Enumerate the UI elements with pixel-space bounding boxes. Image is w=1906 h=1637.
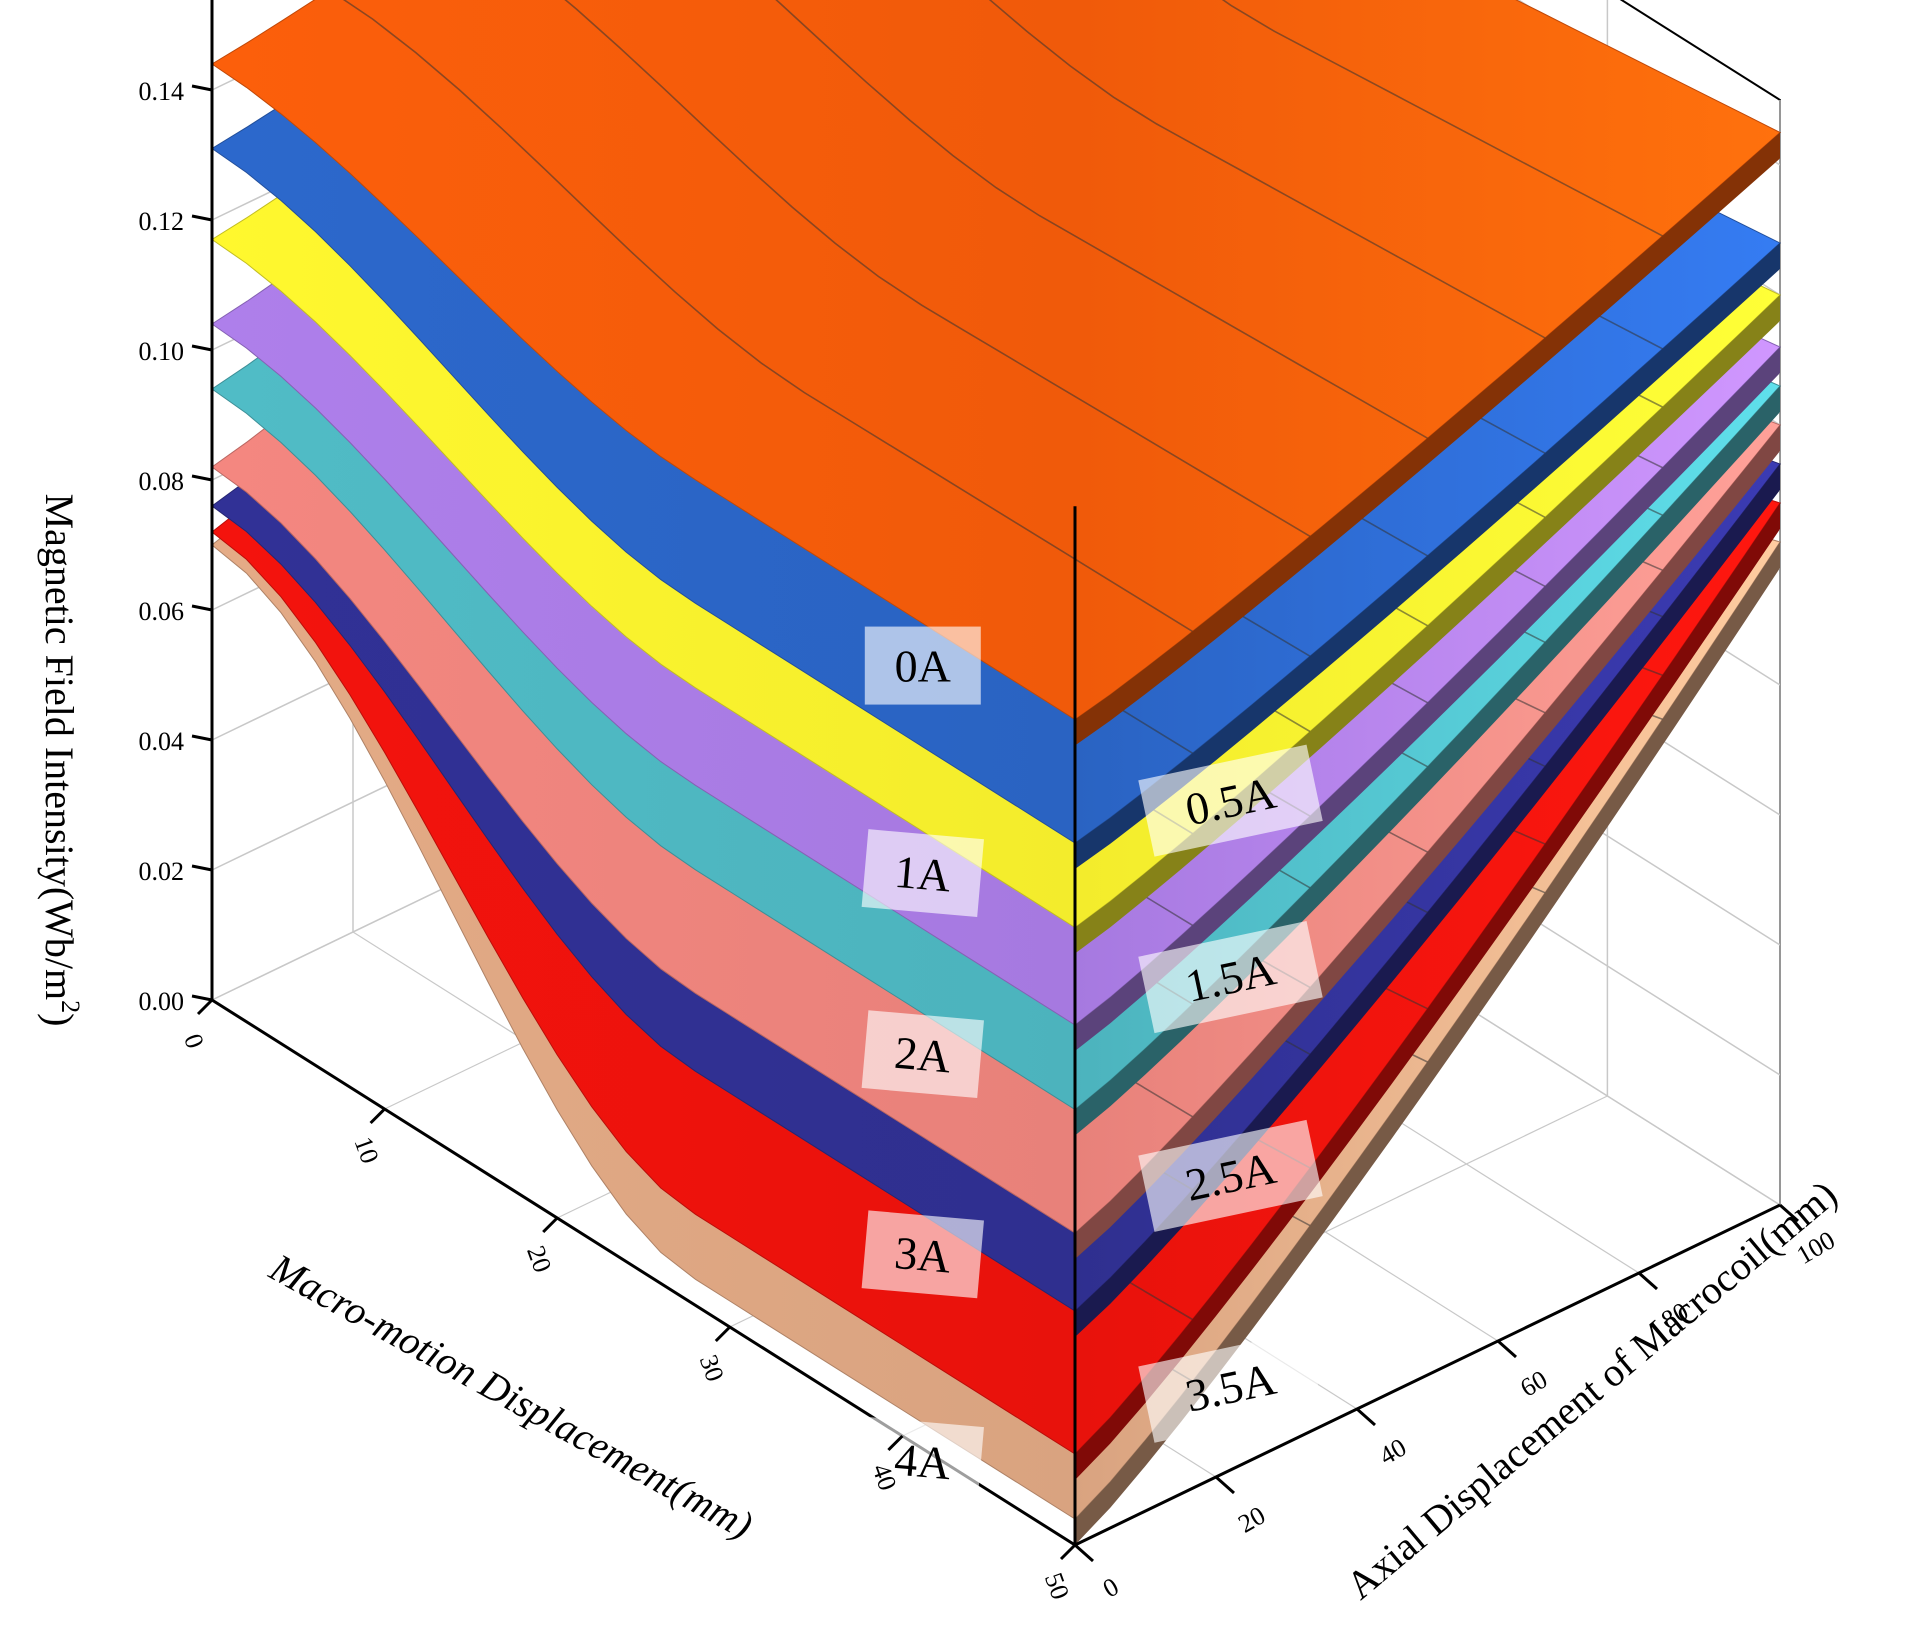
surface-edge xyxy=(1075,347,1780,1051)
surface-label-text: 0A xyxy=(895,641,951,692)
surface-label-3.5A: 3.5A xyxy=(1138,1330,1323,1443)
z-tick-mark xyxy=(191,734,213,742)
surface-label-0.5A: 0.5A xyxy=(1138,744,1323,857)
surface-labels: 0A 0.5A 1A 1.5A 2A 2.5A 3A 3.5A 4A xyxy=(861,626,1323,1505)
y-axis-line xyxy=(1074,1203,1781,1547)
x-tick-mark xyxy=(887,1434,904,1452)
y-tick-mark xyxy=(1356,1407,1376,1427)
z-tick-mark xyxy=(191,994,213,1002)
z-tick-label: 0.06 xyxy=(139,597,185,626)
x-tick-mark xyxy=(1059,1543,1077,1561)
surface-label-0A: 0A xyxy=(864,626,981,705)
z-tick-label: 0.00 xyxy=(139,987,185,1016)
z-tick-mark xyxy=(191,474,213,482)
surface-contour xyxy=(988,0,1546,339)
y-tick-mark xyxy=(1638,1271,1658,1291)
surface-0A xyxy=(211,0,1781,746)
z-tick-label: 0.08 xyxy=(139,467,185,496)
y-tick-label: 40 xyxy=(1374,1433,1411,1471)
x-tick-mark xyxy=(196,998,214,1016)
x-tick-label: 50 xyxy=(1039,1569,1075,1603)
surface-contour xyxy=(342,0,1193,633)
surface-label-text: 2A xyxy=(893,1027,953,1083)
surface-label-box xyxy=(861,1417,984,1505)
surface-label-text: 1A xyxy=(893,846,953,902)
z-tick-label: 0.04 xyxy=(139,727,185,756)
z-tick-label: 0.02 xyxy=(139,857,185,886)
surface-label-box xyxy=(1138,1330,1323,1443)
surface-contour xyxy=(564,0,1311,537)
surface-contour xyxy=(1221,0,1663,237)
y-tick-mark xyxy=(1779,1203,1799,1223)
y-tick-label: 0 xyxy=(1098,1572,1124,1604)
z-tick-label: 0.10 xyxy=(139,337,185,366)
surfaces xyxy=(211,0,1781,1545)
z-tick-label: 0.12 xyxy=(139,207,185,236)
surface-label-4A: 4A xyxy=(861,1417,984,1505)
surface-label-text: 3A xyxy=(893,1227,953,1283)
surface-edge xyxy=(1075,464,1780,1337)
surface-label-box xyxy=(1138,1119,1323,1232)
x-tick-label: 10 xyxy=(349,1133,385,1167)
surface-contour xyxy=(775,0,1428,439)
x-tick-mark xyxy=(714,1325,731,1343)
y-axis-title: Axial Displacement of Macrocoil(mm) xyxy=(1337,1171,1845,1607)
surface-label-1.5A: 1.5A xyxy=(1138,921,1323,1034)
x-axis-title: Macro-motion Displacement(mm) xyxy=(262,1244,760,1548)
z-tick-mark xyxy=(191,604,213,612)
z-tick-mark xyxy=(191,214,213,222)
z-tick-mark xyxy=(191,84,213,92)
y-tick-mark xyxy=(1215,1475,1235,1495)
x-tick-mark xyxy=(369,1107,386,1125)
surface-label-2.5A: 2.5A xyxy=(1138,1119,1323,1232)
surface-edge xyxy=(1075,132,1780,746)
surface-label-box xyxy=(1138,744,1323,857)
surface-label-box xyxy=(861,1010,984,1099)
surface-label-3A: 3A xyxy=(861,1210,984,1299)
x-tick-label: 30 xyxy=(694,1351,730,1385)
x-tick-mark xyxy=(542,1216,559,1234)
surface-label-box xyxy=(861,829,984,917)
surface-label-box xyxy=(1138,921,1323,1034)
surface-label-box xyxy=(864,626,981,705)
surface-label-box xyxy=(861,1210,984,1299)
surface-label-text: 4A xyxy=(893,1434,953,1490)
y-tick-mark xyxy=(1074,1543,1094,1563)
surface-edge xyxy=(1075,542,1780,1545)
z-tick-mark xyxy=(191,344,213,352)
z-axis-title: Magnetic Field Intensity(Wb/m2) xyxy=(37,494,85,1027)
surface-edge xyxy=(1075,243,1780,869)
surface-label-2A: 2A xyxy=(861,1010,984,1099)
x-tick-label: 20 xyxy=(521,1242,557,1276)
x-tick-label: 0 xyxy=(178,1030,210,1052)
y-tick-label: 20 xyxy=(1233,1501,1270,1539)
z-tick-mark xyxy=(191,864,213,872)
y-tick-mark xyxy=(1497,1339,1517,1359)
surface-label-1A: 1A xyxy=(861,829,984,917)
z-tick-label: 0.14 xyxy=(139,77,185,106)
